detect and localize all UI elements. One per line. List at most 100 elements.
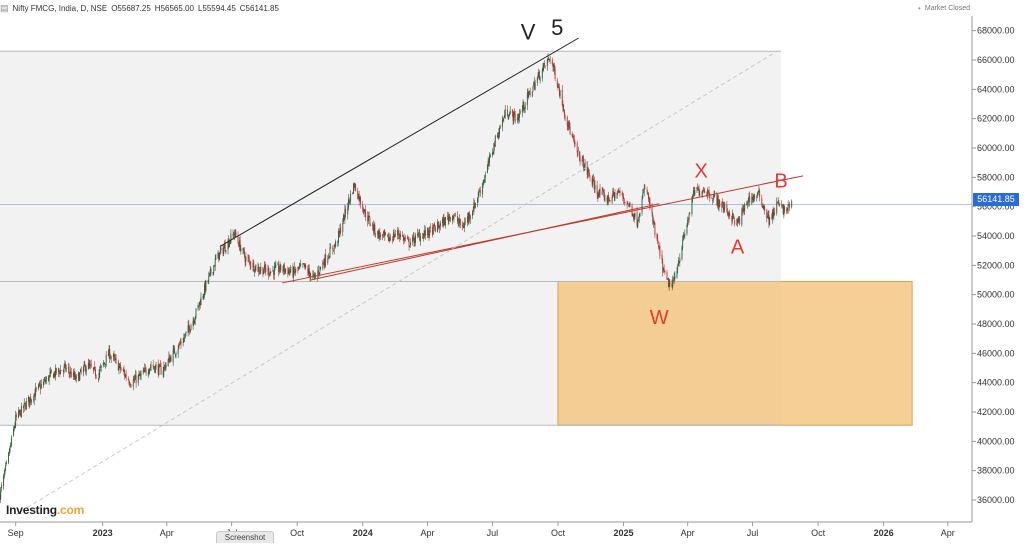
- candle-body: [699, 194, 700, 196]
- candle: [691, 197, 692, 217]
- candle-body: [784, 206, 785, 211]
- candle-body: [434, 225, 435, 227]
- candle-body: [151, 366, 152, 367]
- candle-body: [776, 202, 777, 213]
- candle-body: [3, 475, 4, 486]
- candle-body: [265, 265, 266, 269]
- candle-body: [410, 242, 411, 245]
- candle-body: [223, 248, 224, 253]
- candle-body: [69, 369, 70, 373]
- candle-body: [739, 218, 740, 224]
- candle-body: [76, 376, 77, 379]
- candle-body: [482, 183, 483, 194]
- candle-body: [682, 247, 683, 259]
- candle-body: [687, 225, 688, 234]
- candle-body: [6, 462, 7, 464]
- candle-body: [552, 59, 553, 64]
- candle-body: [279, 270, 280, 272]
- candle-body: [94, 366, 95, 368]
- candle-body: [429, 227, 430, 235]
- screenshot-tab[interactable]: Screenshot: [216, 531, 274, 543]
- candle-body: [99, 373, 100, 378]
- candle-body: [488, 161, 489, 166]
- candle-body: [577, 151, 578, 152]
- candle-body: [156, 365, 157, 366]
- candle-body: [578, 150, 579, 151]
- candle-body: [229, 242, 230, 247]
- candle-body: [275, 265, 276, 267]
- candle-body: [749, 196, 750, 202]
- candle-body: [155, 366, 156, 373]
- candle-body: [579, 152, 580, 156]
- target-zone-0: [558, 281, 912, 425]
- high-value: H56565.00: [155, 4, 194, 13]
- price-tick-label: 64000.00: [977, 84, 1015, 94]
- candle: [13, 426, 14, 437]
- collapse-icon[interactable]: ▤: [0, 3, 9, 14]
- candle-body: [66, 368, 67, 369]
- candle-body: [530, 92, 531, 95]
- candle-body: [166, 365, 167, 368]
- candle-body: [14, 428, 15, 430]
- wave-label-x: X: [695, 160, 708, 182]
- candle-body: [555, 70, 556, 79]
- candle-body: [430, 227, 431, 228]
- candle-body: [131, 387, 132, 388]
- candle-body: [116, 358, 117, 359]
- candle-body: [179, 344, 180, 345]
- chart-header: ▤ Nifty FMCG, India, D, NSE O55687.25 H5…: [0, 0, 1024, 16]
- candle-body: [348, 199, 349, 208]
- candle-body: [270, 272, 271, 273]
- candle-body: [448, 217, 449, 222]
- candle-body: [625, 202, 626, 203]
- candle-body: [689, 215, 690, 220]
- candle-body: [582, 159, 583, 162]
- candle-body: [325, 254, 326, 262]
- candle-body: [240, 249, 241, 252]
- candle-body: [704, 192, 705, 193]
- symbol-title[interactable]: Nifty FMCG, India, D, NSE: [13, 4, 108, 13]
- candle-body: [572, 134, 573, 137]
- candle-body: [61, 370, 62, 371]
- candle-body: [759, 191, 760, 197]
- candle-body: [136, 376, 137, 384]
- candle-body: [198, 305, 199, 310]
- candle: [789, 202, 790, 212]
- candle: [79, 372, 80, 381]
- candle-body: [532, 91, 533, 96]
- candle-body: [689, 213, 690, 214]
- candle-body: [369, 218, 370, 224]
- time-tick-label: 2024: [353, 528, 373, 538]
- candle-body: [570, 127, 571, 134]
- candle-body: [121, 370, 122, 371]
- candle-body: [654, 223, 655, 235]
- candle-body: [567, 117, 568, 125]
- candle-body: [305, 266, 306, 268]
- candle-body: [35, 388, 36, 396]
- candle-body: [455, 215, 456, 216]
- candle: [10, 446, 11, 453]
- candle-body: [457, 216, 458, 222]
- candle-body: [733, 214, 734, 216]
- candle-body: [184, 337, 185, 338]
- candle-body: [375, 235, 376, 236]
- candle: [11, 435, 12, 447]
- candle-body: [550, 59, 551, 60]
- candle-body: [215, 258, 216, 259]
- candle: [6, 460, 7, 465]
- candle-body: [219, 252, 220, 260]
- candle-body: [290, 272, 291, 274]
- candle-body: [679, 258, 680, 262]
- candle-body: [657, 234, 658, 239]
- price-tick-label: 46000.00: [977, 348, 1015, 358]
- candle-body: [639, 213, 640, 217]
- candle-body: [294, 266, 295, 271]
- candle-body: [535, 83, 536, 90]
- candle-body: [191, 325, 192, 330]
- time-tick-label: 2025: [614, 528, 634, 538]
- candle-body: [208, 281, 209, 282]
- candle-body: [268, 268, 269, 275]
- candle-body: [399, 235, 400, 236]
